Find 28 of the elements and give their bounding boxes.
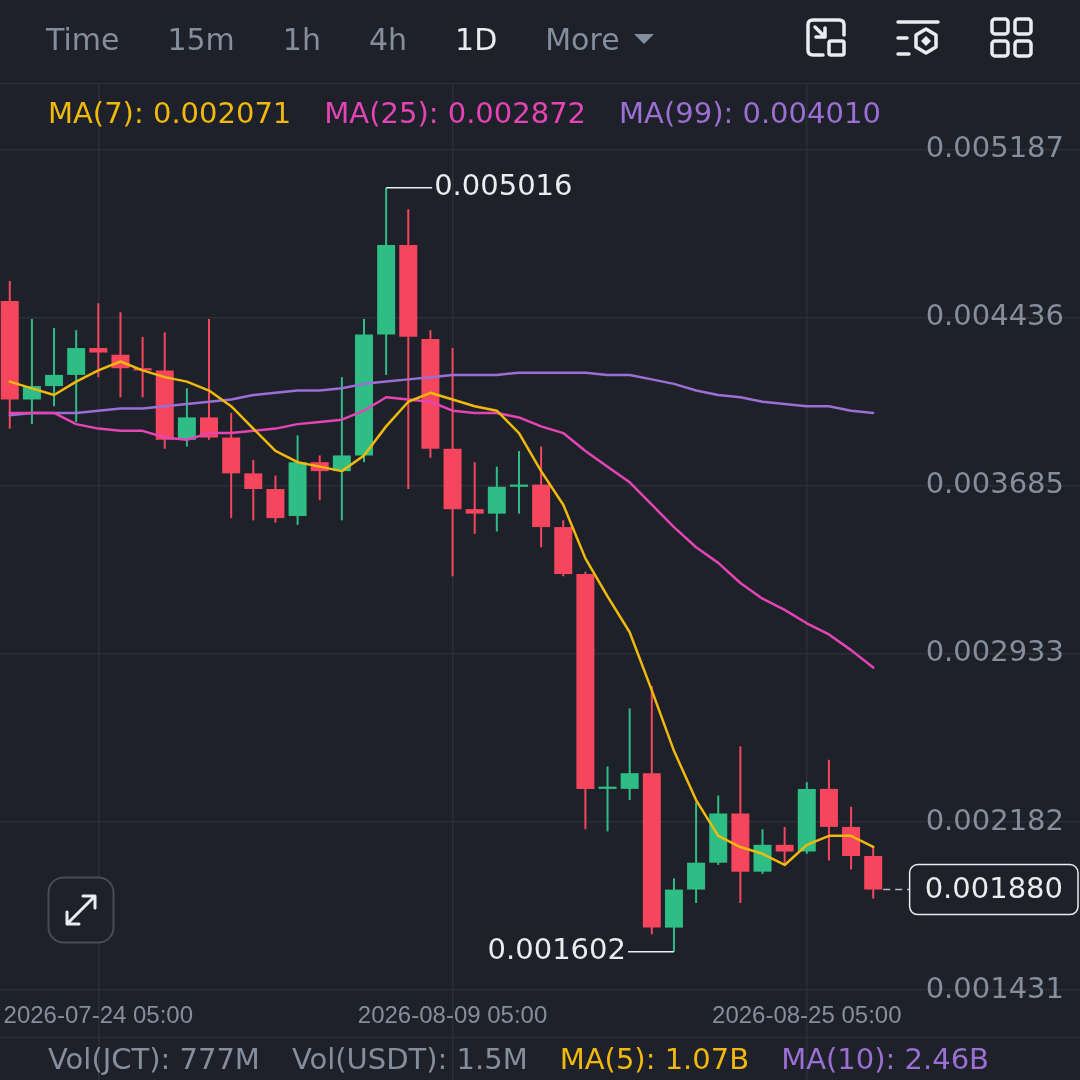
annotation: Vol(JCT): 777M <box>48 1042 260 1076</box>
y-tick-label: 0.001431 <box>925 970 1064 1005</box>
y-tick-label: 0.003685 <box>925 466 1064 501</box>
text: 15m <box>167 21 235 57</box>
ref-line-label: 0.001880 <box>924 871 1063 906</box>
text: Time <box>46 21 120 57</box>
annotation: Vol(USDT): 1.5M <box>291 1042 528 1076</box>
x-tick-label: 2026-08-25 05:00 <box>712 1000 902 1028</box>
text: 1h <box>282 21 321 57</box>
y-tick-label: 0.005187 <box>925 130 1064 165</box>
candlestick <box>509 450 528 514</box>
x-tick-label: 2026-07-24 05:00 <box>3 1000 194 1028</box>
x-tick-label: 2026-08-09 05:00 <box>357 1000 548 1028</box>
y-tick-label: 0.004436 <box>925 298 1064 333</box>
text: MA(25): 0.002872 <box>324 96 587 130</box>
candlestick <box>465 462 484 534</box>
annotation: 0.005016 <box>434 168 573 203</box>
text: 1D <box>455 21 498 57</box>
annotation: 0.001602 <box>487 932 626 967</box>
text: 4h <box>368 21 408 57</box>
annotation: MA(5): 1.07B <box>559 1042 750 1076</box>
text: More <box>545 21 620 57</box>
text: MA(99): 0.004010 <box>619 96 881 130</box>
y-tick-label: 0.002182 <box>925 802 1064 837</box>
annotation: MA(10): 2.46B <box>781 1042 989 1076</box>
text: MA(7): 0.002071 <box>48 96 292 130</box>
y-tick-label: 0.002933 <box>925 634 1064 669</box>
candlestick <box>598 766 617 832</box>
